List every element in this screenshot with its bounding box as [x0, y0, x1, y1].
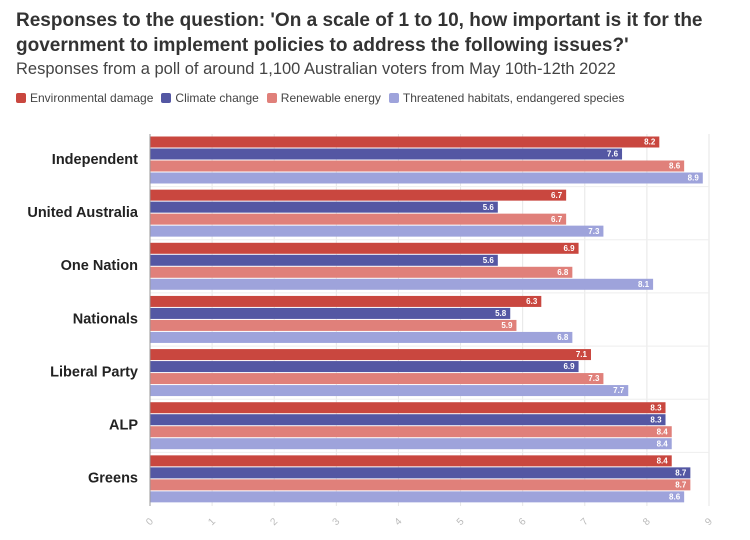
legend-swatch — [161, 93, 172, 103]
bar — [150, 467, 691, 479]
y-tick-label: Nationals — [73, 311, 138, 327]
legend-item: Environmental damage — [16, 91, 153, 105]
value-label: 6.8 — [557, 268, 569, 277]
bar — [150, 278, 654, 290]
legend: Environmental damage Climate change Renewa… — [16, 91, 741, 105]
value-label: 8.7 — [675, 468, 687, 477]
chart-title: Responses to the question: 'On a scale o… — [16, 10, 703, 56]
x-tick-label: 5 — [455, 516, 467, 528]
bar — [150, 189, 567, 201]
value-label: 6.9 — [563, 244, 575, 253]
y-tick-label: Greens — [88, 471, 138, 487]
x-tick-label: 6 — [517, 516, 529, 528]
value-label: 8.1 — [638, 280, 650, 289]
value-label: 7.1 — [576, 350, 588, 359]
value-label: 8.4 — [657, 427, 669, 436]
bar — [150, 225, 604, 237]
value-label: 6.3 — [526, 297, 538, 306]
bar — [150, 479, 691, 491]
value-label: 8.9 — [688, 174, 700, 183]
bar — [150, 331, 573, 343]
legend-label: Renewable energy — [280, 91, 381, 105]
bar — [150, 455, 672, 467]
legend-item: Renewable energy — [266, 91, 381, 105]
value-label: 8.2 — [644, 138, 656, 147]
bar — [150, 160, 685, 172]
bar — [150, 491, 685, 503]
bar — [150, 426, 672, 438]
bar — [150, 242, 579, 254]
value-label: 8.6 — [669, 162, 681, 171]
value-label: 6.7 — [551, 215, 563, 224]
legend-label: Threatened habitats, endangered species — [402, 91, 625, 105]
legend-item: Climate change — [161, 91, 259, 105]
value-label: 5.9 — [501, 321, 513, 330]
value-label: 5.8 — [495, 309, 507, 318]
value-label: 6.7 — [551, 191, 563, 200]
bar — [150, 201, 498, 213]
bar — [150, 385, 629, 397]
y-tick-label: Liberal Party — [50, 364, 138, 380]
y-tick-label: One Nation — [61, 258, 138, 274]
y-tick-label: United Australia — [27, 205, 139, 221]
bar — [150, 295, 542, 307]
x-tick-label: 7 — [579, 516, 591, 528]
x-tick-label: 2 — [268, 516, 280, 528]
bar — [150, 148, 623, 160]
value-label: 8.3 — [650, 415, 662, 424]
chart-subtitle: Responses from a poll of around 1,100 Au… — [16, 60, 616, 78]
value-label: 8.7 — [675, 480, 687, 489]
legend-swatch — [266, 93, 277, 103]
value-label: 7.3 — [588, 374, 600, 383]
value-label: 6.8 — [557, 333, 569, 342]
x-tick-label: 4 — [393, 516, 405, 528]
bar — [150, 172, 703, 184]
value-label: 7.6 — [607, 150, 619, 159]
bar — [150, 349, 591, 361]
bar — [150, 414, 666, 426]
x-tick-label: 1 — [206, 516, 218, 528]
value-label: 7.7 — [613, 386, 625, 395]
bar — [150, 307, 511, 319]
legend-swatch — [16, 93, 26, 103]
value-label: 7.3 — [588, 227, 600, 236]
bar — [150, 136, 660, 148]
bar — [150, 438, 672, 450]
y-tick-label: ALP — [109, 418, 138, 434]
value-label: 8.3 — [650, 403, 662, 412]
legend-swatch — [388, 93, 399, 103]
bar — [150, 373, 604, 385]
value-label: 8.4 — [657, 456, 669, 465]
x-tick-label: 8 — [641, 516, 653, 528]
value-label: 8.4 — [657, 439, 669, 448]
bar — [150, 213, 567, 225]
legend-label: Environmental damage — [30, 91, 154, 105]
x-tick-label: 3 — [331, 516, 343, 528]
value-label: 8.6 — [669, 492, 681, 501]
bar — [150, 361, 579, 373]
y-tick-label: Independent — [52, 152, 138, 168]
x-tick-label: 9 — [703, 516, 715, 528]
header: Responses to the question: 'On a scale o… — [16, 8, 741, 105]
bar — [150, 319, 517, 331]
value-label: 5.6 — [483, 203, 495, 212]
legend-label: Climate change — [175, 91, 259, 105]
bar — [150, 266, 573, 278]
bar — [150, 254, 498, 266]
value-label: 6.9 — [563, 362, 575, 371]
legend-item: Threatened habitats, endangered species — [388, 91, 625, 105]
x-tick-label: 0 — [144, 516, 156, 528]
value-label: 5.6 — [483, 256, 495, 265]
bar — [150, 402, 666, 414]
